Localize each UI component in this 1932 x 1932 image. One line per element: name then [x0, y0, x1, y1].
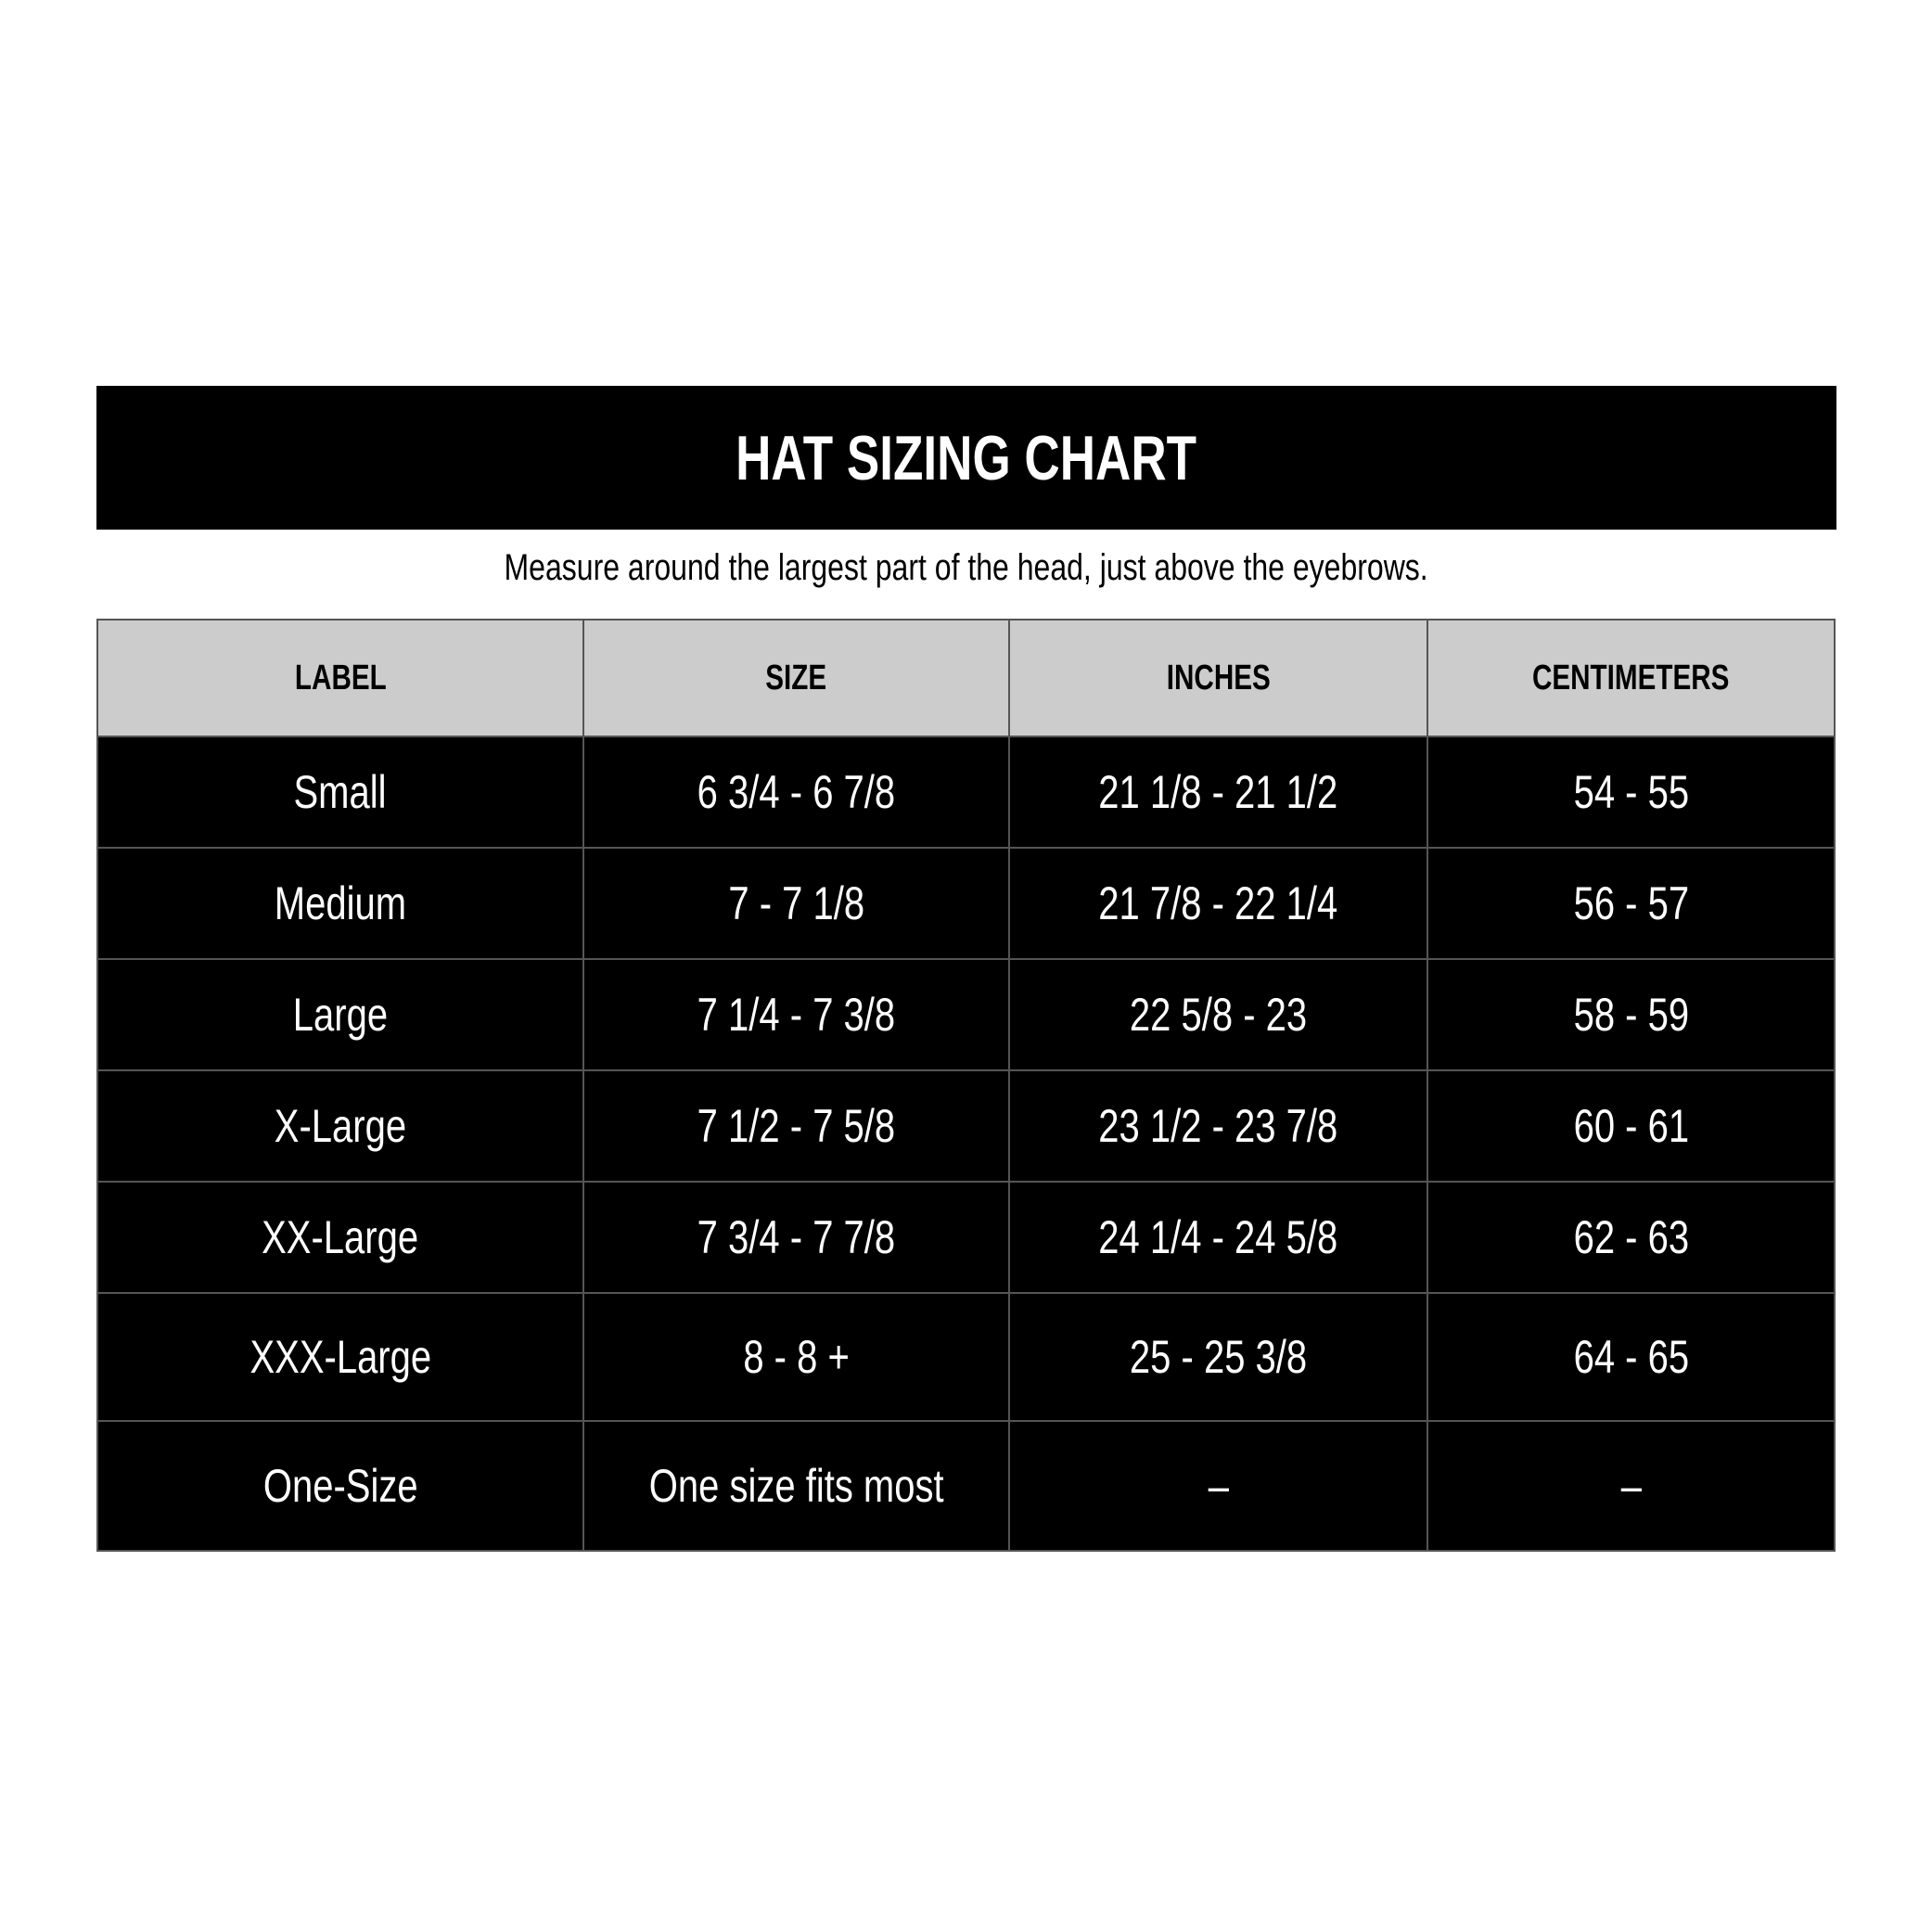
table-cell: 58 - 59: [1427, 958, 1836, 1071]
table-cell: 54 - 55: [1427, 736, 1836, 849]
table-cell: –: [1427, 1420, 1836, 1552]
table-cell: Medium: [96, 847, 584, 960]
column-header-size: SIZE: [582, 619, 1010, 737]
table-cell: 6 3/4 - 6 7/8: [582, 736, 1010, 849]
table-cell: XXX-Large: [96, 1292, 584, 1422]
table-cell: 7 1/2 - 7 5/8: [582, 1069, 1010, 1183]
table-cell: 25 - 25 3/8: [1008, 1292, 1428, 1422]
table-cell: XX-Large: [96, 1181, 584, 1294]
table-cell: 60 - 61: [1427, 1069, 1836, 1183]
table-cell: 24 1/4 - 24 5/8: [1008, 1181, 1428, 1294]
table-cell: 64 - 65: [1427, 1292, 1836, 1422]
table-cell: –: [1008, 1420, 1428, 1552]
table-cell: 22 5/8 - 23: [1008, 958, 1428, 1071]
table-row: X-Large 7 1/2 - 7 5/8 23 1/2 - 23 7/8 60 - …: [96, 1069, 1836, 1183]
table-cell: Large: [96, 958, 584, 1071]
table-cell: 7 1/4 - 7 3/8: [582, 958, 1010, 1071]
column-header-centimeters: CENTIMETERS: [1427, 619, 1836, 737]
table-header-row: LABEL SIZE INCHES CENTIMETERS: [96, 619, 1836, 737]
table-row: Large 7 1/4 - 7 3/8 22 5/8 - 23 58 - 59: [96, 958, 1836, 1071]
table-cell: Small: [96, 736, 584, 849]
title-banner: HAT SIZING CHART: [96, 386, 1836, 530]
size-table: LABEL SIZE INCHES CENTIMETERS Small 6 3/4 - …: [96, 619, 1836, 1552]
table-cell: 56 - 57: [1427, 847, 1836, 960]
table-row: XX-Large 7 3/4 - 7 7/8 24 1/4 - 24 5/8 62 -…: [96, 1181, 1836, 1294]
column-header-inches: INCHES: [1008, 619, 1428, 737]
table-cell: 62 - 63: [1427, 1181, 1836, 1294]
subtitle: Measure around the largest part of the h…: [504, 547, 1429, 588]
table-cell: X-Large: [96, 1069, 584, 1183]
table-cell: 7 3/4 - 7 7/8: [582, 1181, 1010, 1294]
table-cell: 21 7/8 - 22 1/4: [1008, 847, 1428, 960]
column-header-label: LABEL: [96, 619, 584, 737]
table-cell: 7 - 7 1/8: [582, 847, 1010, 960]
table-cell: 21 1/8 - 21 1/2: [1008, 736, 1428, 849]
table-row: XXX-Large 8 - 8 +25 - 25 3/8 64 - 65: [96, 1292, 1836, 1422]
table-cell: 8 - 8 +: [582, 1292, 1010, 1422]
table-cell: One size fits most: [582, 1420, 1010, 1552]
table-row: Small 6 3/4 - 6 7/8 21 1/8 - 21 1/2 54 - 55: [96, 736, 1836, 849]
table-cell: One-Size: [96, 1420, 584, 1552]
page-title: HAT SIZING CHART: [736, 422, 1197, 493]
table-row: One-Size One size fits most – –: [96, 1420, 1836, 1552]
table-cell: 23 1/2 - 23 7/8: [1008, 1069, 1428, 1183]
table-row: Medium 7 - 7 1/8 21 7/8 - 22 1/4 56 - 57: [96, 847, 1836, 960]
